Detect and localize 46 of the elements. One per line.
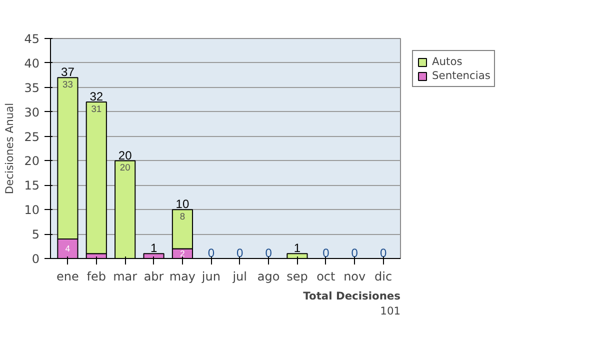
total-label: 0 bbox=[351, 246, 358, 260]
data-label: 20 bbox=[120, 162, 130, 173]
x-tick-label: oct bbox=[316, 270, 336, 284]
total-label: 37 bbox=[61, 65, 75, 80]
y-tick-label: 20 bbox=[24, 154, 40, 168]
legend-label: Sentencias bbox=[432, 69, 490, 82]
y-tick-label: 25 bbox=[24, 130, 40, 144]
total-label: 1 bbox=[294, 241, 301, 256]
data-label: 2 bbox=[180, 248, 186, 259]
x-tick-label: may bbox=[169, 270, 196, 284]
x-tick-label: jun bbox=[200, 270, 220, 284]
x-tick-label: sep bbox=[286, 270, 308, 284]
y-tick-label: 15 bbox=[24, 178, 40, 193]
y-tick-label: 5 bbox=[32, 228, 40, 242]
total-label: 0 bbox=[322, 246, 330, 260]
total-label: 10 bbox=[176, 197, 190, 212]
total-label: 1 bbox=[150, 241, 158, 256]
y-tick-label: 10 bbox=[24, 203, 40, 218]
y-axis-title: Decisiones Anual bbox=[3, 102, 16, 194]
legend-label: Autos bbox=[432, 55, 462, 68]
total-label: 20 bbox=[118, 148, 132, 162]
y-tick-label: 45 bbox=[24, 32, 40, 46]
data-label: 33 bbox=[62, 80, 73, 90]
total-label: 0 bbox=[265, 246, 272, 260]
x-tick-label: mar bbox=[113, 270, 138, 284]
bar bbox=[86, 102, 107, 254]
data-label: 4 bbox=[65, 244, 70, 254]
x-tick-label: ene bbox=[56, 270, 79, 284]
total-label: 0 bbox=[380, 246, 387, 260]
data-label: 31 bbox=[91, 104, 102, 114]
x-tick-label: ago bbox=[257, 270, 280, 284]
text: 101 bbox=[380, 304, 401, 318]
y-tick-label: 0 bbox=[32, 252, 40, 266]
y-tick-label: 35 bbox=[24, 80, 40, 95]
x-tick-label: dic bbox=[374, 270, 392, 284]
y-tick-label: 30 bbox=[24, 105, 40, 120]
y-tick-label: 40 bbox=[24, 56, 40, 70]
text: Total Decisiones bbox=[303, 290, 401, 302]
x-tick-label: feb bbox=[86, 270, 106, 284]
total-label: 32 bbox=[90, 90, 104, 104]
total-label: 0 bbox=[236, 246, 244, 260]
data-label: 8 bbox=[180, 212, 186, 222]
total-label: 0 bbox=[208, 246, 215, 260]
x-tick-label: jul bbox=[232, 270, 247, 284]
x-tick-label: nov bbox=[344, 270, 366, 284]
x-tick-label: abr bbox=[144, 270, 164, 284]
